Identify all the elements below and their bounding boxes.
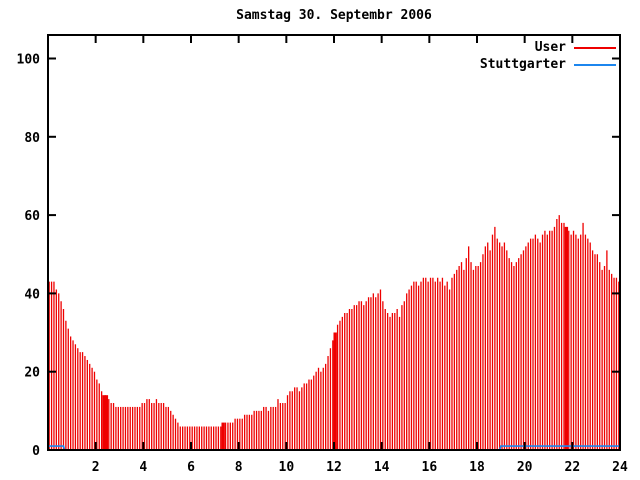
y-tick-label: 40 xyxy=(24,287,40,302)
x-tick-label: 18 xyxy=(469,460,485,475)
x-tick-label: 4 xyxy=(139,460,147,475)
legend: User Stuttgarter xyxy=(480,39,616,73)
y-tick-label: 80 xyxy=(24,131,40,146)
y-tick-label: 60 xyxy=(24,209,40,224)
legend-item-user: User xyxy=(480,39,616,56)
legend-label-user: User xyxy=(534,40,566,55)
x-tick-label: 20 xyxy=(517,460,533,475)
x-tick-label: 16 xyxy=(422,460,438,475)
x-tick-label: 2 xyxy=(92,460,100,475)
x-tick-label: 8 xyxy=(235,460,243,475)
x-tick-label: 10 xyxy=(279,460,295,475)
y-tick-label: 20 xyxy=(24,366,40,381)
x-tick-label: 12 xyxy=(326,460,342,475)
x-tick-label: 24 xyxy=(612,460,628,475)
x-tick-label: 14 xyxy=(374,460,390,475)
chart-title: Samstag 30. Septembr 2006 xyxy=(236,8,432,23)
x-tick-label: 22 xyxy=(565,460,581,475)
y-tick-label: 0 xyxy=(32,444,40,459)
legend-item-stuttgarter: Stuttgarter xyxy=(480,56,616,73)
legend-line-sample-red xyxy=(574,46,616,49)
y-tick-label: 100 xyxy=(17,52,41,67)
x-tick-label: 6 xyxy=(187,460,195,475)
legend-line-sample-blue xyxy=(574,63,616,66)
legend-label-stuttgarter: Stuttgarter xyxy=(479,57,566,72)
